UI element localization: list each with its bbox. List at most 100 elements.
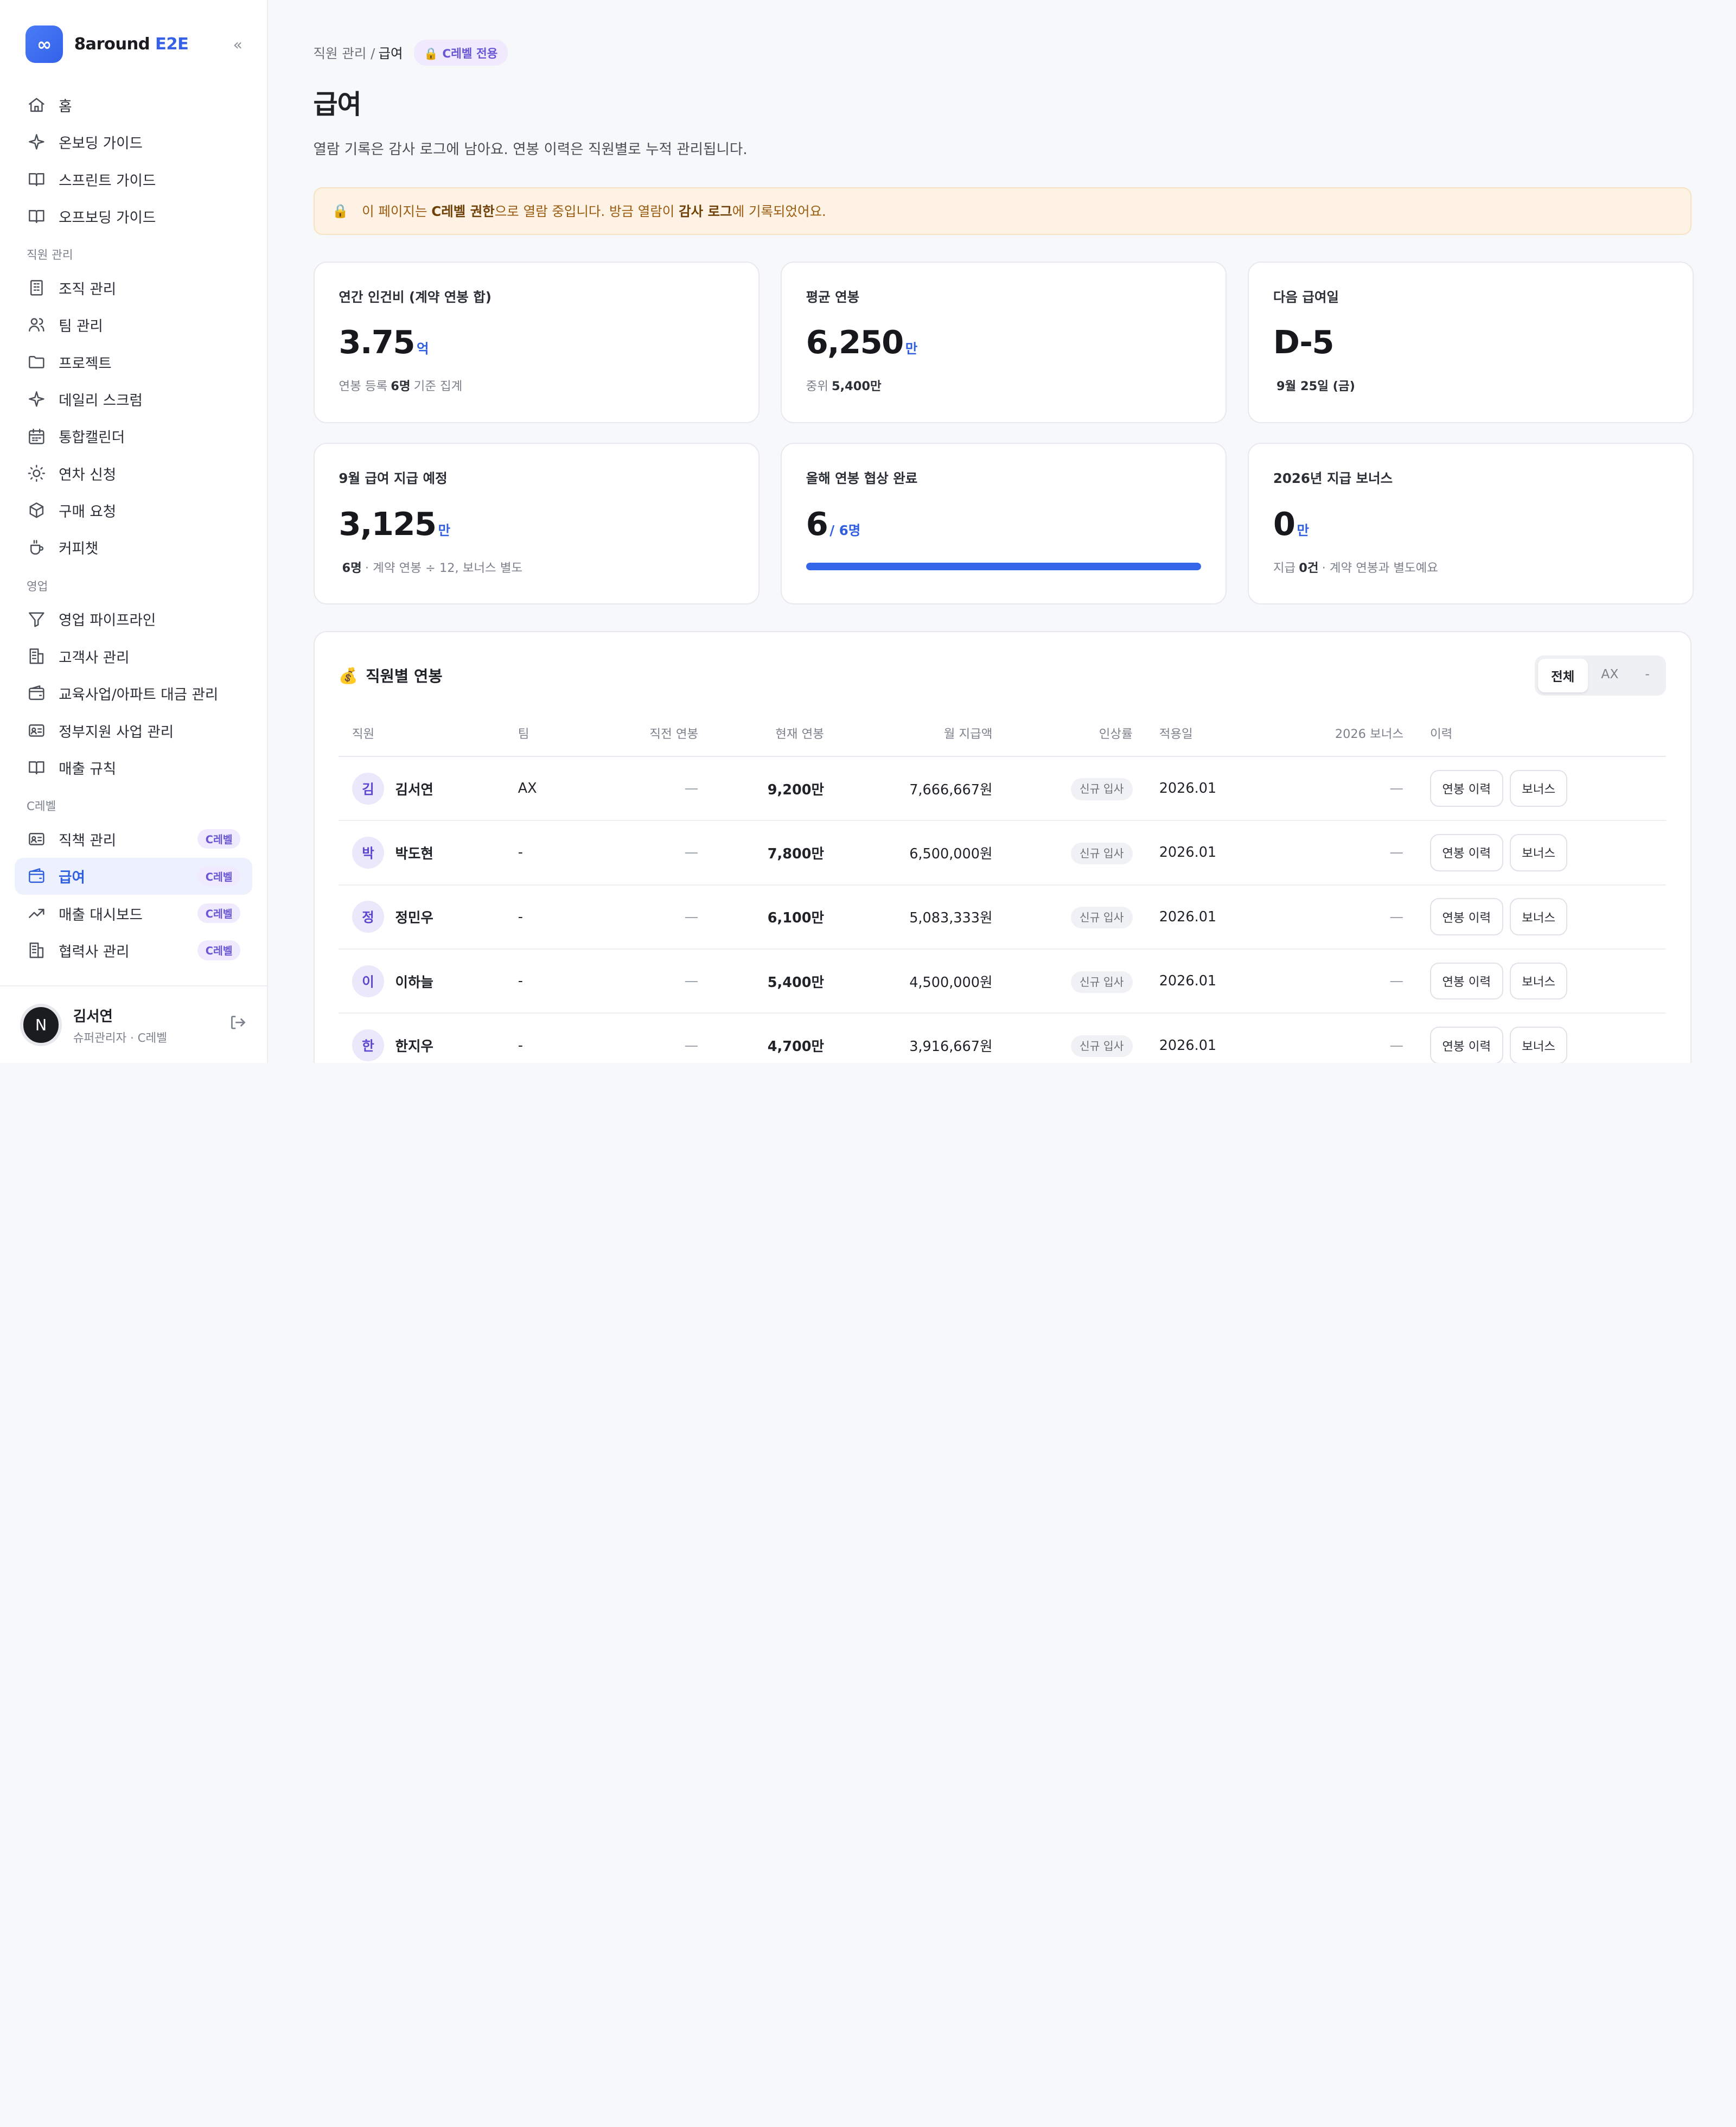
bonus-cell: — [1264,884,1417,950]
employee-name[interactable]: 김서연 [395,781,433,798]
breadcrumb-parent[interactable]: 직원 관리 / [313,45,375,61]
card-subtext: 연봉 등록 6명 기준 집계 [339,377,734,394]
raise-cell: 신규 입사 [1005,820,1146,886]
sidebar-item-home[interactable]: 홈 [15,86,253,123]
sidebar-item-users[interactable]: 팀 관리 [15,307,253,343]
sidebar-item-book[interactable]: 매출 규칙 [15,749,253,786]
salary-history-button[interactable]: 연봉 이력 [1429,962,1503,1000]
logout-icon[interactable] [229,1014,247,1036]
card-sub-post: · 계약 연봉 ÷ 12, 보너스 별도 [365,561,523,575]
employee-name[interactable]: 이하늘 [395,974,433,991]
bonus-button[interactable]: 보너스 [1509,962,1568,1000]
col-raise-rate[interactable]: 인상률 [1005,710,1146,757]
raise-tag: 신규 입사 [1070,778,1133,800]
col-prev-salary[interactable]: 직전 연봉 [613,710,712,757]
table-row[interactable]: 한 한지우 - —4,700만 3,916,667원 신규 입사 2026.01— 연봉 이력… [339,1013,1667,1064]
table-row[interactable]: 이 이하늘 - —5,400만 4,500,000원 신규 입사 2026.01— 연봉 이력… [339,948,1667,1014]
bonus-button[interactable]: 보너스 [1509,898,1568,936]
team-cell: - [505,884,614,950]
card-value-number: 6,250 [806,323,904,361]
sidebar-item-wallet[interactable]: 교육사업/아파트 대금 관리 [15,674,253,711]
users-icon [27,315,47,335]
collapse-sidebar-icon[interactable]: « [233,35,242,54]
logo-icon[interactable]: ∞ [25,25,63,63]
sidebar-item-sparkle[interactable]: 온보딩 가이드 [15,124,253,161]
filter-all[interactable]: 전체 [1537,658,1588,693]
sidebar-item-sparkle[interactable]: 데일리 스크럼 [15,380,253,417]
sidebar-item-id-card[interactable]: 직책 관리 C레벨 [15,820,253,857]
box-icon [27,500,47,520]
sun-icon [27,463,47,483]
prev-salary-cell: — [613,1013,712,1064]
employee-cell: 박 박도현 [339,820,505,886]
col-history[interactable]: 이력 [1416,710,1667,757]
sidebar-section-title: 영업 [26,579,48,594]
notice-mid: 으로 열람 중입니다. 방금 열람이 [494,203,679,220]
employee-avatar: 정 [352,901,385,933]
next-payday-card: 다음 급여일 D-5 9월 25일 (금) [1247,261,1694,423]
sidebar-item-label: 데일리 스크럼 [59,392,143,409]
filter-none[interactable]: - [1645,666,1650,682]
sidebar-item-box[interactable]: 구매 요청 [15,492,253,528]
sidebar-item-folder[interactable]: 프로젝트 [15,343,253,380]
filter-icon [27,609,47,629]
sidebar-item-calendar[interactable]: 통합캘린더 [15,418,253,455]
team-filter: 전체 AX - [1534,655,1667,696]
table-row[interactable]: 김 김서연 AX —9,200만 7,666,667원 신규 입사 2026.01— 연봉 이… [339,756,1667,821]
sidebar-item-label: 교육사업/아파트 대금 관리 [59,686,219,704]
card-label: 올해 연봉 협상 완료 [806,470,918,487]
card-label: 2026년 지급 보너스 [1273,470,1393,487]
employee-name[interactable]: 박도현 [395,845,433,862]
table-title: 💰 직원별 연봉 [339,664,442,686]
raise-cell: 신규 입사 [1005,884,1146,950]
col-monthly-pay[interactable]: 월 지급액 [837,710,1006,757]
actions-cell: 연봉 이력 보너스 [1416,948,1667,1014]
filter-ax[interactable]: AX [1601,666,1619,682]
raise-tag: 신규 입사 [1070,971,1133,993]
notice-text: 이 페이지는 C레벨 권한으로 열람 중입니다. 방금 열람이 감사 로그에 기… [362,201,826,220]
team-cell: AX [505,756,614,821]
sidebar-item-sun[interactable]: 연차 신청 [15,455,253,492]
annual-labor-cost-card: 연간 인건비 (계약 연봉 합) 3.75 억 연봉 등록 6명 기준 집계 [313,261,760,423]
sidebar-item-office[interactable]: 고객사 관리 [15,638,253,674]
salary-history-button[interactable]: 연봉 이력 [1429,1027,1503,1064]
access-badge-label: C레벨 전용 [442,47,498,61]
col-bonus[interactable]: 2026 보너스 [1264,710,1417,757]
wallet-icon [27,683,47,703]
sidebar-item-building[interactable]: 조직 관리 [15,269,253,306]
audit-notice: 🔒 이 페이지는 C레벨 권한으로 열람 중입니다. 방금 열람이 감사 로그에… [313,187,1692,235]
employee-name[interactable]: 한지우 [395,1039,433,1055]
prev-salary-cell: — [613,948,712,1014]
bonus-button[interactable]: 보너스 [1509,769,1568,807]
team-cell: - [505,1013,614,1064]
sidebar-item-book[interactable]: 스프린트 가이드 [15,161,253,198]
sidebar-item-id-card[interactable]: 정부지원 사업 관리 [15,712,253,749]
raise-cell: 신규 입사 [1005,756,1146,821]
col-team[interactable]: 팀 [505,710,614,757]
table-row[interactable]: 박 박도현 - —7,800만 6,500,000원 신규 입사 2026.01— 연봉 이력… [339,820,1667,886]
bonus-button[interactable]: 보너스 [1509,834,1568,871]
col-employee[interactable]: 직원 [339,710,505,757]
col-effective-date[interactable]: 적용일 [1146,710,1265,757]
sidebar-item-label: 연차 신청 [59,466,117,483]
sidebar-item-book[interactable]: 오프보딩 가이드 [15,198,253,234]
bonus-button[interactable]: 보너스 [1509,1027,1568,1064]
salary-history-button[interactable]: 연봉 이력 [1429,898,1503,936]
sidebar-item-office[interactable]: 협력사 관리 C레벨 [15,932,253,969]
sidebar-item-coffee[interactable]: 커피챗 [15,529,253,566]
sidebar-item-filter[interactable]: 영업 파이프라인 [15,601,253,638]
col-current-salary[interactable]: 현재 연봉 [711,710,838,757]
sidebar-item-trend[interactable]: 매출 대시보드 C레벨 [15,895,253,932]
breadcrumb-current: 급여 [378,45,403,61]
employee-name[interactable]: 정민우 [395,910,433,927]
notice-post: 에 기록되었어요. [732,203,826,220]
actions-cell: 연봉 이력 보너스 [1416,820,1667,886]
sidebar-item-salary[interactable]: 급여 C레벨 [14,857,253,895]
salary-history-button[interactable]: 연봉 이력 [1429,769,1503,807]
wallet-icon [27,866,47,886]
avatar[interactable]: N [20,1003,62,1046]
team-cell: - [505,948,614,1014]
salary-history-button[interactable]: 연봉 이력 [1429,834,1503,871]
actions-cell: 연봉 이력 보너스 [1416,884,1667,950]
table-row[interactable]: 정 정민우 - —6,100만 5,083,333원 신규 입사 2026.01— 연봉 이력… [339,884,1667,950]
